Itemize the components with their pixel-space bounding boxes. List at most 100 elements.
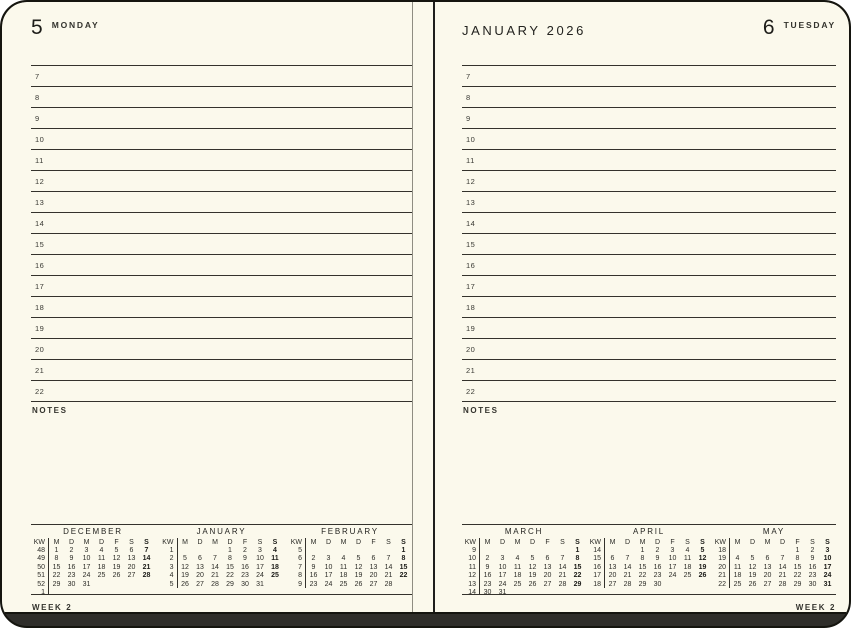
day-cell: [177, 546, 193, 554]
hour-label: 19: [35, 324, 45, 333]
day-cell: [336, 546, 351, 554]
week-number: 18: [712, 546, 730, 555]
day-cell: 28: [623, 580, 632, 588]
week-number: 48: [31, 546, 49, 555]
day-cell: 26: [181, 580, 189, 588]
day-cell: 12: [748, 563, 757, 571]
week-number: 51: [31, 571, 49, 580]
hour-label: 20: [466, 345, 476, 354]
day-cell: 10: [668, 555, 677, 563]
day-cell: 3: [825, 547, 830, 555]
day-cell: 26: [528, 580, 537, 588]
hour-label: 12: [35, 177, 45, 186]
day-cell: 8: [795, 555, 800, 563]
day-cell: [555, 588, 570, 594]
day-cell: 31: [823, 580, 832, 588]
hour-label: 8: [35, 93, 40, 102]
day-cell: [49, 588, 65, 594]
week-number: 20: [712, 563, 730, 572]
day-header: S: [144, 538, 149, 546]
day-header: D: [624, 538, 631, 546]
day-header: D: [749, 538, 756, 546]
mini-calendar-march: MARCH KW M D M D F S S 9 1 10 2 3 4 5 6 7 8 11 9 10 11 12 13 14 15…: [462, 525, 586, 595]
day-cell: [525, 546, 540, 554]
day-cell: 27: [127, 572, 136, 580]
day-cell: 20: [763, 572, 772, 580]
day-cell: 24: [823, 572, 832, 580]
mini-calendar-table: KW M D M D F S S 14 1 2 3 4 5 15 6 7 8 9 10 11 12 16 13 14 15 16 17…: [587, 538, 710, 589]
mini-calendars-row: DECEMBER KW M D M D F S S 48 1 2 3 4 5 6 7 49 8 9 10 11 12 13 14…: [31, 525, 412, 594]
day-cell: 18: [733, 572, 742, 580]
mini-calendar-table: KW M D M D F S S 9 1 10 2 3 4 5 6 7 8 11 9 10 11 12 13 14 15 12 16 1…: [462, 538, 585, 595]
hour-row-10: 10: [31, 128, 412, 149]
day-cell: 11: [97, 555, 106, 563]
day-cell: 10: [256, 555, 264, 563]
day-cell: 2: [69, 547, 74, 555]
hour-row-19: 19: [31, 317, 412, 338]
hour-row-17: 17: [462, 275, 836, 296]
day-cell: 13: [543, 563, 552, 571]
hour-label: 17: [35, 282, 45, 291]
day-cell: 25: [339, 580, 348, 588]
day-cell: 10: [324, 563, 333, 571]
day-cell: 18: [97, 563, 106, 571]
day-cell: [396, 580, 411, 588]
day-header: D: [779, 538, 786, 546]
hour-label: 18: [35, 303, 45, 312]
day-cell: 6: [545, 555, 550, 563]
hour-label: 9: [35, 114, 40, 123]
day-cell: [695, 580, 710, 588]
day-cell: 17: [823, 563, 832, 571]
day-cell: 5: [114, 547, 119, 555]
day-cell: 11: [339, 563, 348, 571]
day-cell: 23: [309, 580, 318, 588]
day-cell: 3: [258, 547, 262, 555]
day-cell: 27: [763, 580, 772, 588]
day-cell: 14: [211, 563, 219, 571]
day-header: D: [325, 538, 332, 546]
day-cell: 10: [823, 555, 832, 563]
day-cell: 19: [354, 572, 363, 580]
mini-calendar-title: JANUARY: [196, 527, 247, 536]
day-header: D: [654, 538, 661, 546]
mini-calendar-title: FEBRUARY: [321, 527, 379, 536]
day-cell: 10: [498, 563, 507, 571]
day-cell: 16: [309, 572, 318, 580]
week-number: 18: [587, 579, 605, 589]
day-cell: 17: [256, 563, 264, 571]
day-cell: 5: [356, 555, 361, 563]
day-cell: 17: [82, 563, 91, 571]
week-number: 49: [31, 554, 49, 564]
day-cell: 23: [808, 572, 817, 580]
day-cell: 8: [575, 555, 580, 563]
hour-row-20: 20: [462, 338, 836, 359]
hour-row-20: 20: [31, 338, 412, 359]
day-cell: 28: [211, 580, 219, 588]
hour-label: 10: [35, 135, 45, 144]
day-cell: 22: [52, 572, 61, 580]
mini-calendar-january: JANUARY KW M D M D F S S 1 1 2 3 4 2 5 6 7 8 9 10 11 3 12 13 14 15…: [159, 525, 284, 589]
day-cell: 18: [683, 563, 692, 571]
day-cell: [109, 580, 124, 588]
day-cell: 28: [142, 572, 151, 580]
hour-label: 15: [35, 240, 45, 249]
day-header: M: [83, 538, 90, 546]
week-number: 21: [712, 571, 730, 580]
calendar-week-row: 19 4 5 6 7 8 9 10: [712, 554, 835, 564]
day-cell: [124, 580, 139, 588]
day-cell: 21: [211, 572, 219, 580]
hour-row-16: 16: [462, 254, 836, 275]
day-cell: 4: [341, 555, 346, 563]
day-cell: 31: [498, 589, 507, 595]
day-cell: [79, 588, 94, 594]
calendar-week-row: 50 15 16 17 18 19 20 21: [31, 563, 154, 572]
day-cell: [775, 546, 790, 554]
hour-label: 17: [466, 282, 476, 291]
day-header: M: [484, 538, 491, 546]
notes-label: NOTES: [463, 406, 499, 415]
day-cell: [94, 588, 109, 594]
calendar-week-row: 2 5 6 7 8 9 10 11: [159, 554, 283, 564]
